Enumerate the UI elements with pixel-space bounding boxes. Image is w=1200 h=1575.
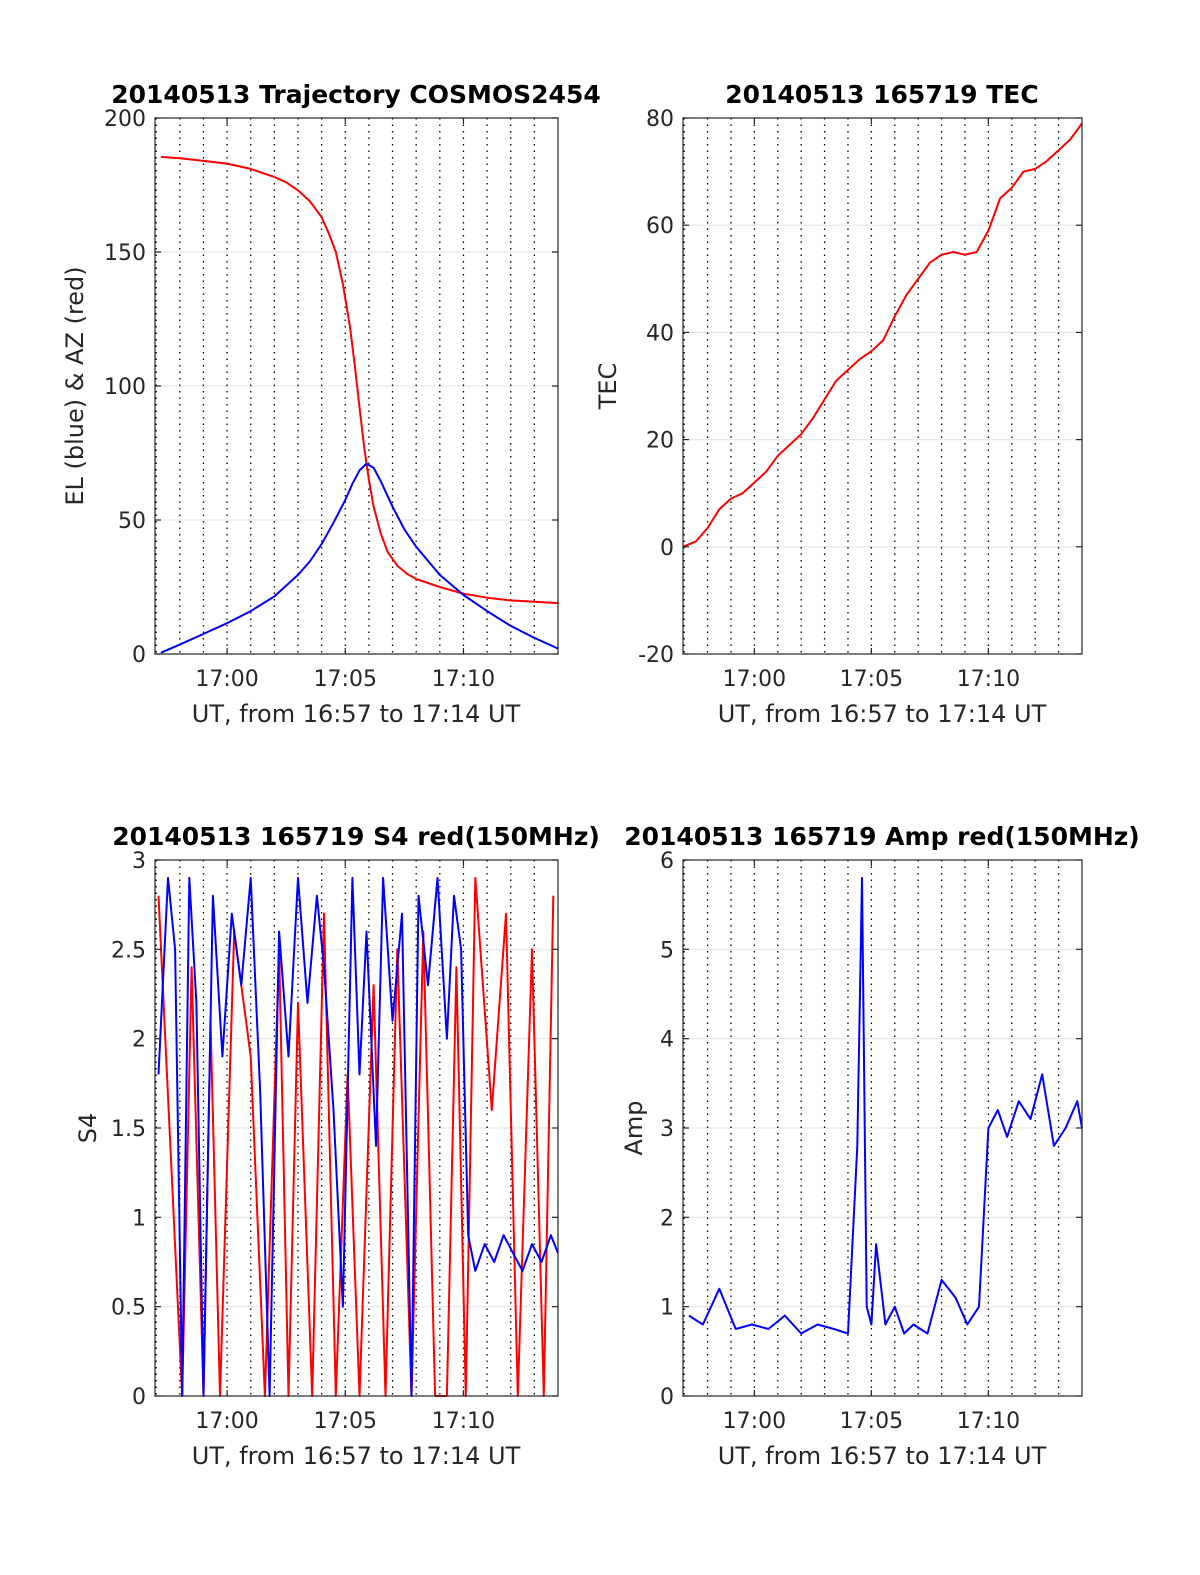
y-tick-label: 5	[660, 938, 674, 963]
y-tick-label: 6	[660, 849, 674, 874]
x-tick-label: 17:10	[957, 1409, 1020, 1434]
x-tick-label: 17:10	[432, 1409, 495, 1434]
plot-frame	[682, 117, 1083, 655]
x-tick-label: 17:00	[195, 667, 258, 692]
series-line-az	[160, 155, 559, 605]
x-tick-label: 17:05	[314, 1409, 377, 1434]
chart-title: 20140513 165719 Amp red(150MHz)	[624, 822, 1140, 851]
y-tick-label: 100	[104, 375, 146, 400]
chart-title: 20140513 Trajectory COSMOS2454	[111, 80, 601, 109]
series-line-amp	[688, 876, 1083, 1335]
y-tick-label: 60	[646, 214, 674, 239]
x-axis-label: UT, from 16:57 to 17:14 UT	[718, 1442, 1047, 1470]
y-tick-label: 40	[646, 321, 674, 346]
x-tick-label: 17:05	[840, 667, 903, 692]
y-tick-label: 0.5	[111, 1296, 146, 1321]
y-tick-label: 2	[660, 1206, 674, 1231]
y-tick-label: 200	[104, 107, 146, 132]
y-tick-label: 20	[646, 429, 674, 454]
y-tick-label: 1.5	[111, 1117, 146, 1142]
y-tick-label: -20	[638, 643, 674, 668]
y-tick-label: 150	[104, 241, 146, 266]
y-tick-label: 80	[646, 107, 674, 132]
y-tick-label: 0	[132, 643, 146, 668]
chart-title: 20140513 165719 TEC	[725, 80, 1038, 109]
x-tick-label: 17:00	[723, 1409, 786, 1434]
y-tick-label: 3	[132, 849, 146, 874]
panel-amp: 20140513 165719 Amp red(150MHz) 0 1 2 3 4 5 6 1…	[620, 822, 1140, 1470]
panel-tec: 20140513 165719 TEC -20 0 20 40 60 80 17:00 17:…	[594, 80, 1083, 728]
x-axis-label: UT, from 16:57 to 17:14 UT	[192, 1442, 521, 1470]
y-tick-label: 2	[132, 1028, 146, 1053]
y-tick-label: 50	[118, 509, 146, 534]
y-tick-label: 2.5	[111, 938, 146, 963]
series-line-tec	[682, 122, 1083, 548]
panel-s4: 20140513 165719 S4 red(150MHz) 0 0.5 1 1.5 2…	[74, 822, 600, 1470]
chart-title: 20140513 165719 S4 red(150MHz)	[112, 822, 600, 851]
y-tick-label: 1	[132, 1206, 146, 1231]
y-axis-label: Amp	[620, 1100, 648, 1155]
y-tick-label: 1	[660, 1296, 674, 1321]
series-line-s4-blue	[157, 876, 559, 1397]
y-axis-label: TEC	[594, 363, 622, 411]
x-tick-label: 17:05	[840, 1409, 903, 1434]
x-axis-label: UT, from 16:57 to 17:14 UT	[192, 700, 521, 728]
x-tick-label: 17:05	[314, 667, 377, 692]
y-tick-label: 0	[132, 1385, 146, 1410]
y-axis-label: S4	[74, 1113, 102, 1144]
panel-trajectory: 20140513 Trajectory COSMOS2454 0 50 100 150…	[61, 80, 601, 728]
x-tick-label: 17:10	[432, 667, 495, 692]
x-tick-label: 17:10	[957, 667, 1020, 692]
x-tick-label: 17:00	[195, 1409, 258, 1434]
y-axis-label: EL (blue) & AZ (red)	[61, 266, 89, 505]
x-tick-label: 17:00	[723, 667, 786, 692]
y-tick-label: 4	[660, 1028, 674, 1053]
y-tick-label: 3	[660, 1117, 674, 1142]
x-axis-label: UT, from 16:57 to 17:14 UT	[718, 700, 1047, 728]
series-line-el	[160, 462, 559, 654]
y-tick-label: 0	[660, 536, 674, 561]
y-tick-label: 0	[660, 1385, 674, 1410]
